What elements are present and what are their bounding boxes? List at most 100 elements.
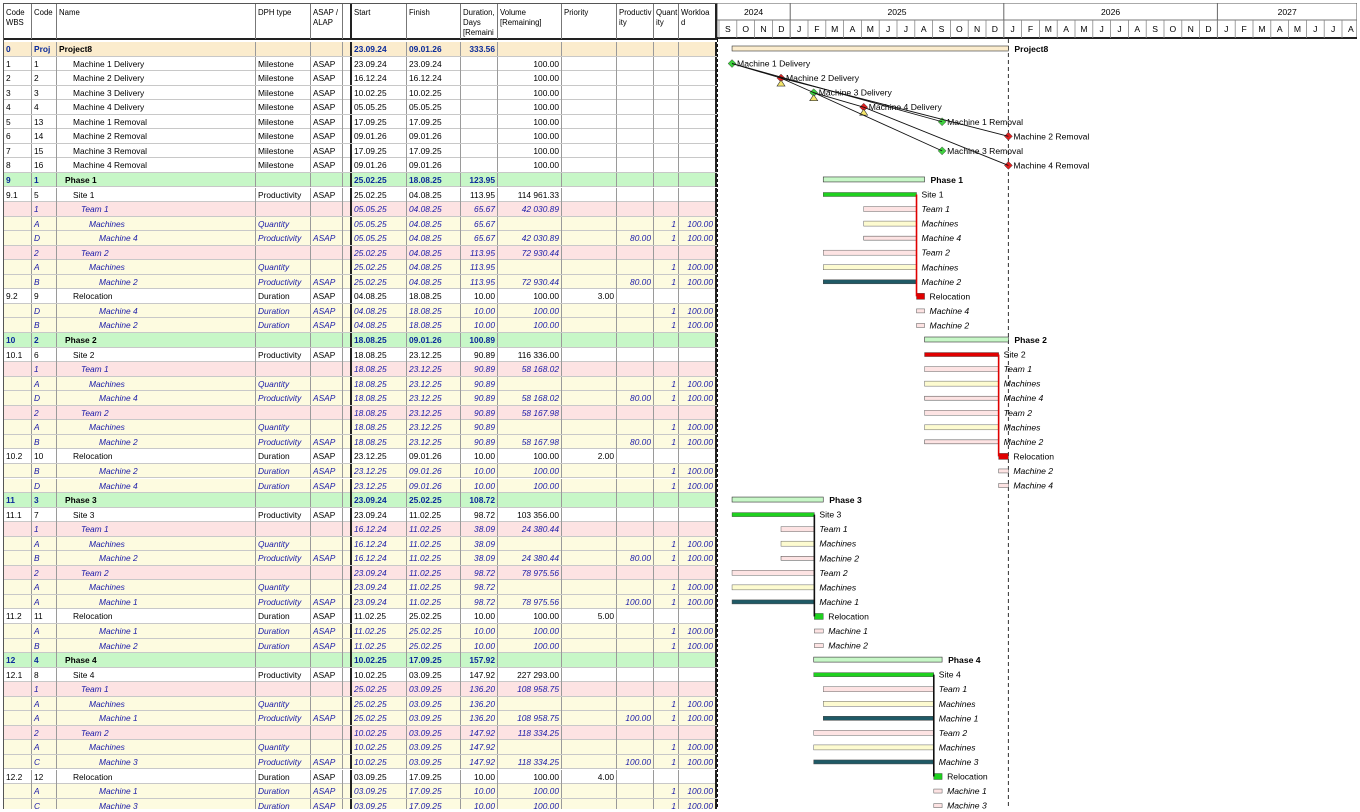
cell-gap[interactable] — [343, 391, 352, 406]
cell-wbs[interactable]: 11.2 — [4, 609, 32, 624]
cell-finish[interactable]: 04.08.25 — [407, 274, 461, 289]
table-row[interactable]: 2 Team 2 23.09.24 11.02.25 98.72 78 975.56 — [4, 565, 717, 581]
cell-duration[interactable]: 90.89 — [461, 376, 498, 391]
column-header-quantity[interactable]: Quant ity — [654, 4, 679, 39]
cell-priority[interactable] — [562, 318, 617, 333]
cell-wbs[interactable] — [4, 303, 32, 318]
cell-volume[interactable]: 78 975.56 — [498, 565, 562, 580]
cell-priority[interactable] — [562, 245, 617, 260]
cell-duration[interactable]: 10.00 — [461, 609, 498, 624]
cell-productivity[interactable] — [617, 56, 654, 71]
cell-finish[interactable]: 11.02.25 — [407, 551, 461, 566]
cell-asap-alap[interactable]: ASAP — [311, 551, 343, 566]
cell-name[interactable]: Phase 4 — [57, 653, 256, 668]
cell-dph-type[interactable]: Duration — [256, 798, 311, 809]
cell-wbs[interactable]: 2 — [4, 71, 32, 86]
column-header-gap[interactable] — [343, 4, 352, 39]
cell-quantity[interactable]: 1 — [654, 754, 679, 769]
table-row[interactable]: A Machines Quantity 25.02.25 04.08.25 113.95 1… — [4, 260, 717, 275]
cell-quantity[interactable] — [654, 725, 679, 740]
cell-duration[interactable]: 90.89 — [461, 391, 498, 406]
cell-finish[interactable]: 23.12.25 — [407, 420, 461, 435]
cell-productivity[interactable]: 100.00 — [617, 594, 654, 609]
cell-volume[interactable] — [498, 420, 562, 435]
cell-workload[interactable]: 100.00 — [679, 260, 717, 275]
cell-dph-type[interactable] — [256, 493, 311, 508]
cell-priority[interactable] — [562, 551, 617, 566]
cell-quantity[interactable]: 1 — [654, 580, 679, 595]
cell-wbs[interactable]: 12.1 — [4, 667, 32, 682]
cell-productivity[interactable] — [617, 609, 654, 624]
cell-finish[interactable]: 03.09.25 — [407, 711, 461, 726]
cell-workload[interactable]: 100.00 — [679, 624, 717, 638]
cell-dph-type[interactable]: Productivity — [256, 391, 311, 406]
cell-name[interactable]: Machine 4 — [57, 478, 256, 493]
cell-dph-type[interactable] — [256, 333, 311, 347]
cell-workload[interactable] — [679, 143, 717, 158]
cell-workload[interactable]: 100.00 — [679, 420, 717, 435]
cell-wbs[interactable] — [4, 711, 32, 726]
cell-workload[interactable] — [679, 493, 717, 508]
cell-code[interactable]: A — [32, 784, 57, 799]
cell-volume[interactable]: 72 930.44 — [498, 245, 562, 260]
cell-volume[interactable] — [498, 333, 562, 347]
cell-name[interactable]: Machines — [57, 696, 256, 711]
cell-productivity[interactable] — [617, 565, 654, 580]
cell-volume[interactable]: 100.00 — [498, 769, 562, 784]
cell-volume[interactable]: 100.00 — [498, 478, 562, 493]
cell-finish[interactable]: 09.01.26 — [407, 158, 461, 173]
cell-wbs[interactable] — [4, 405, 32, 420]
column-header-start[interactable]: Start — [352, 4, 407, 39]
cell-gap[interactable] — [343, 376, 352, 391]
cell-code[interactable]: 1 — [32, 362, 57, 377]
cell-gap[interactable] — [343, 536, 352, 551]
cell-name[interactable]: Machines — [57, 740, 256, 755]
cell-priority[interactable]: 5.00 — [562, 609, 617, 624]
cell-priority[interactable] — [562, 274, 617, 289]
cell-priority[interactable] — [562, 303, 617, 318]
table-row[interactable]: 1 1 Machine 1 Delivery Milestone ASAP 23.09.2… — [4, 56, 717, 72]
cell-priority[interactable] — [562, 420, 617, 435]
table-row[interactable]: 2 Team 2 18.08.25 23.12.25 90.89 58 167.98 — [4, 405, 717, 421]
cell-code[interactable]: B — [32, 434, 57, 449]
cell-productivity[interactable] — [617, 463, 654, 478]
cell-name[interactable]: Machine 2 — [57, 318, 256, 333]
cell-code[interactable]: D — [32, 303, 57, 318]
cell-code[interactable]: A — [32, 420, 57, 435]
cell-duration[interactable]: 65.67 — [461, 231, 498, 246]
cell-code[interactable]: C — [32, 754, 57, 769]
cell-name[interactable]: Machine 4 Delivery — [57, 100, 256, 115]
cell-code[interactable]: 14 — [32, 129, 57, 144]
cell-duration[interactable]: 10.00 — [461, 449, 498, 464]
cell-workload[interactable] — [679, 449, 717, 464]
table-row[interactable]: C Machine 3 Duration ASAP 03.09.25 17.09.25 10… — [4, 798, 717, 809]
table-row[interactable]: 8 16 Machine 4 Removal Milestone ASAP 09.01.2… — [4, 158, 717, 173]
cell-priority[interactable] — [562, 333, 617, 347]
cell-start[interactable]: 16.12.24 — [352, 522, 407, 537]
cell-code[interactable]: 7 — [32, 507, 57, 522]
cell-quantity[interactable] — [654, 522, 679, 537]
table-row[interactable]: B Machine 2 Duration ASAP 04.08.25 18.08.25 10… — [4, 318, 717, 333]
cell-start[interactable]: 11.02.25 — [352, 638, 407, 653]
cell-start[interactable]: 05.05.25 — [352, 202, 407, 217]
cell-wbs[interactable] — [4, 318, 32, 333]
cell-priority[interactable] — [562, 711, 617, 726]
cell-priority[interactable] — [562, 376, 617, 391]
cell-productivity[interactable] — [617, 289, 654, 304]
cell-duration[interactable]: 136.20 — [461, 711, 498, 726]
cell-gap[interactable] — [343, 594, 352, 609]
cell-workload[interactable] — [679, 565, 717, 580]
cell-code[interactable]: 1 — [32, 56, 57, 71]
cell-name[interactable]: Relocation — [57, 289, 256, 304]
cell-duration[interactable]: 113.95 — [461, 274, 498, 289]
cell-workload[interactable] — [679, 71, 717, 86]
cell-dph-type[interactable]: Duration — [256, 303, 311, 318]
cell-priority[interactable] — [562, 434, 617, 449]
cell-dph-type[interactable] — [256, 362, 311, 377]
cell-gap[interactable] — [343, 187, 352, 202]
table-row[interactable]: A Machines Quantity 23.09.24 11.02.25 98.72 1 1… — [4, 580, 717, 595]
cell-volume[interactable] — [498, 696, 562, 711]
cell-start[interactable]: 23.12.25 — [352, 463, 407, 478]
cell-priority[interactable] — [562, 405, 617, 420]
cell-workload[interactable]: 100.00 — [679, 638, 717, 653]
